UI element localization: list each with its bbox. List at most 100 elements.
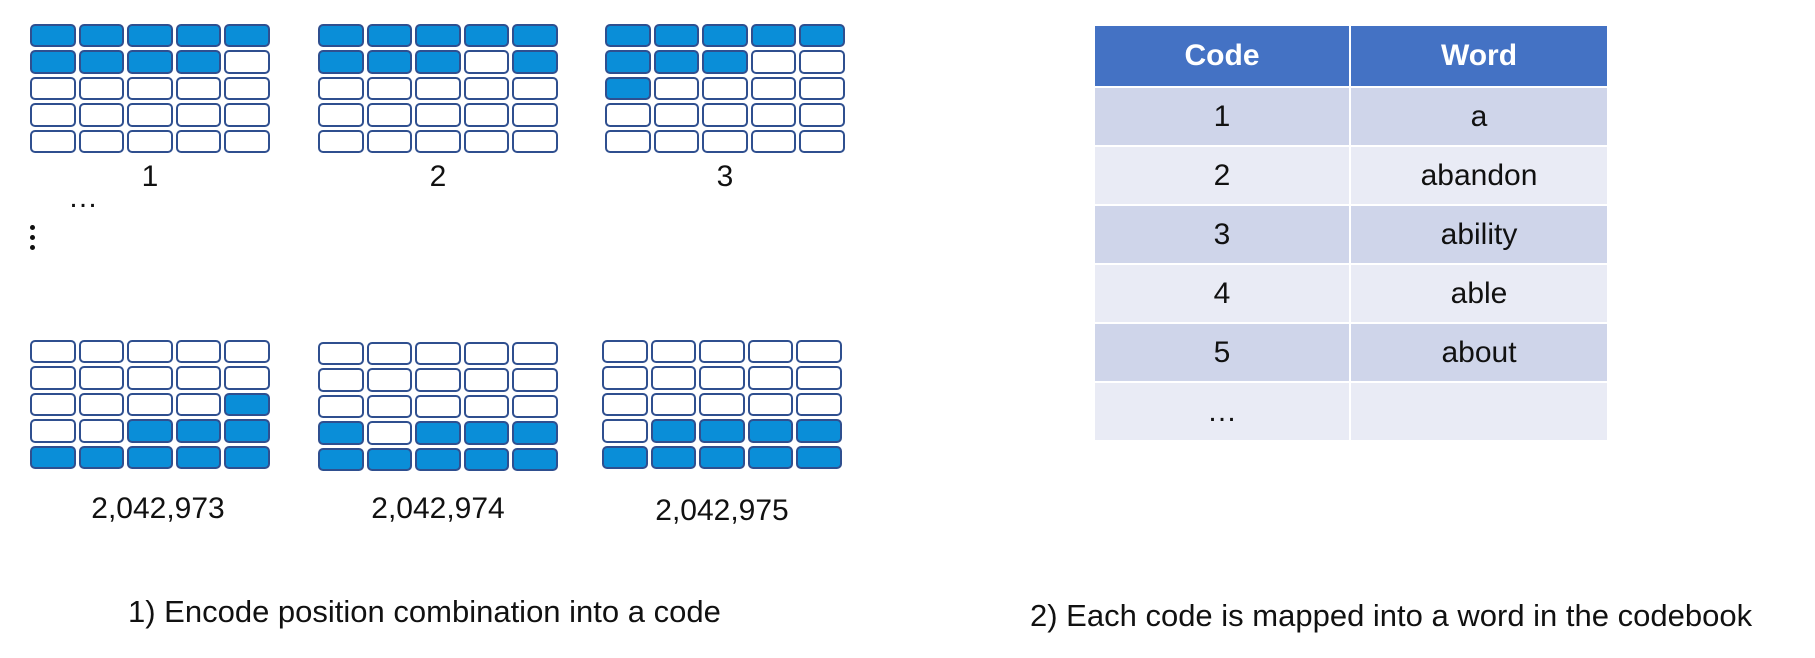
grid-cell-filled [224, 392, 270, 417]
grid-cell-empty [650, 366, 697, 390]
codebook-header-row: Code Word [1093, 24, 1609, 88]
word-cell: able [1349, 263, 1609, 324]
table-row: … [1093, 381, 1609, 442]
grid-cell-empty [366, 129, 413, 153]
position-grid-2 [318, 24, 558, 153]
horizontal-ellipsis: … [68, 181, 98, 214]
grid-cell-empty [318, 394, 364, 419]
grid-cell-empty [702, 129, 748, 153]
grid-cell-empty [30, 419, 76, 443]
grid-cell-filled [750, 24, 797, 48]
position-grid-4 [30, 340, 270, 469]
grid-cell-filled [318, 50, 364, 74]
grid-cell-empty [175, 129, 222, 153]
code-cell: 2 [1093, 145, 1351, 206]
grid-cell-empty [318, 342, 364, 366]
word-cell: about [1349, 322, 1609, 383]
grid-cell-empty [512, 368, 558, 392]
grid-cell-filled [415, 421, 461, 445]
grid-cell-empty [366, 394, 413, 419]
grid-cell-empty [318, 103, 364, 127]
grid-cell-empty [799, 76, 845, 101]
table-row: 4 able [1093, 263, 1609, 324]
grid-cell-empty [415, 368, 461, 392]
grid-cell-filled [366, 50, 413, 74]
vertical-ellipsis-icon [30, 225, 36, 255]
grid-cell-empty [318, 368, 364, 392]
grid-cell-empty [799, 50, 845, 74]
grid-cell-filled [699, 419, 745, 443]
grid-cell-filled [175, 24, 222, 48]
grid-cell-empty [747, 366, 794, 390]
grid-code-label-6: 2,042,975 [655, 494, 789, 527]
table-row: 2 abandon [1093, 145, 1609, 206]
grid-cell-empty [127, 76, 173, 101]
grid-cell-empty [699, 392, 745, 417]
grid-cell-empty [224, 366, 270, 390]
grid-cell-empty [653, 129, 700, 153]
grid-cell-empty [463, 342, 510, 366]
grid-code-label-3: 3 [716, 160, 734, 193]
grid-cell-empty [78, 76, 125, 101]
grid-cell-empty [78, 129, 125, 153]
grid-cell-filled [653, 24, 700, 48]
grid-cell-filled [318, 421, 364, 445]
grid-cell-filled [127, 24, 173, 48]
grid-cell-filled [415, 50, 461, 74]
word-cell: a [1349, 86, 1609, 147]
grid-cell-empty [699, 340, 745, 364]
grid-cell-empty [415, 103, 461, 127]
grid-cell-empty [605, 103, 651, 127]
grid-cell-empty [750, 76, 797, 101]
grid-cell-empty [366, 368, 413, 392]
grid-cell-empty [30, 366, 76, 390]
grid-cell-empty [127, 366, 173, 390]
grid-cell-empty [318, 129, 364, 153]
grid-cell-empty [175, 366, 222, 390]
grid-cell-empty [750, 103, 797, 127]
grid-cell-empty [750, 129, 797, 153]
grid-cell-empty [30, 129, 76, 153]
grid-cell-empty [463, 76, 510, 101]
grid-cell-empty [78, 419, 125, 443]
header-word: Word [1349, 24, 1609, 88]
grid-cell-empty [602, 366, 648, 390]
grid-cell-empty [799, 129, 845, 153]
position-grid-1 [30, 24, 270, 153]
grid-cell-empty [78, 392, 125, 417]
grid-cell-empty [30, 392, 76, 417]
position-grid-3 [605, 24, 845, 153]
codebook-table: Code Word 1 a 2 abandon 3 ability 4 able… [1093, 24, 1609, 442]
grid-cell-empty [78, 103, 125, 127]
word-cell: ability [1349, 204, 1609, 265]
grid-cell-empty [318, 76, 364, 101]
grid-cell-empty [653, 103, 700, 127]
grid-cell-filled [747, 419, 794, 443]
code-cell: 3 [1093, 204, 1351, 265]
grid-cell-filled [512, 24, 558, 48]
grid-cell-empty [463, 368, 510, 392]
grid-cell-filled [463, 447, 510, 471]
grid-cell-empty [415, 76, 461, 101]
grid-cell-filled [127, 50, 173, 74]
grid-cell-filled [602, 445, 648, 469]
grid-cell-filled [78, 24, 125, 48]
grid-cell-empty [463, 129, 510, 153]
grid-cell-filled [702, 50, 748, 74]
grid-cell-empty [366, 103, 413, 127]
grid-cell-empty [127, 340, 173, 364]
grid-cell-filled [512, 447, 558, 471]
grid-cell-empty [78, 366, 125, 390]
grid-cell-empty [796, 366, 842, 390]
grid-cell-filled [799, 24, 845, 48]
grid-cell-empty [512, 76, 558, 101]
table-row: 1 a [1093, 86, 1609, 147]
grid-cell-filled [605, 50, 651, 74]
grid-cell-filled [699, 445, 745, 469]
grid-cell-filled [318, 447, 364, 471]
grid-cell-empty [747, 340, 794, 364]
grid-cell-empty [602, 419, 648, 443]
grid-cell-filled [415, 24, 461, 48]
grid-cell-filled [366, 24, 413, 48]
word-cell [1349, 381, 1609, 442]
